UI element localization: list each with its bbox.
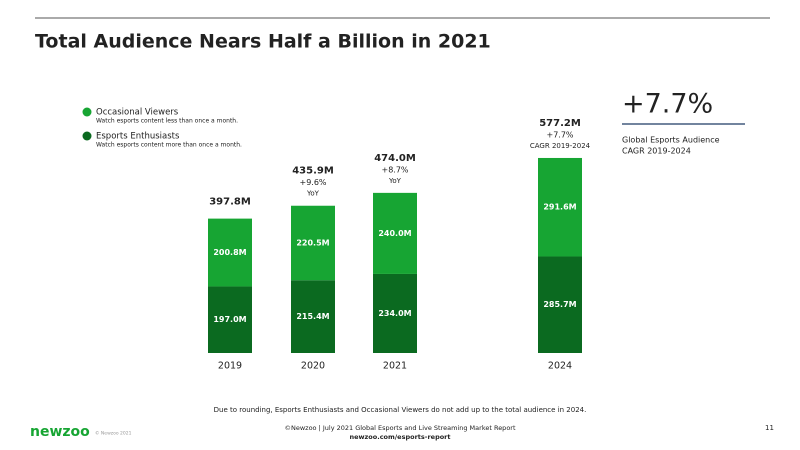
- total-label: 474.0M: [374, 153, 416, 164]
- growth-label: +8.7%: [381, 165, 408, 174]
- bar-segment: [208, 286, 252, 353]
- legend-swatch: [82, 131, 92, 141]
- segment-label: 200.8M: [213, 248, 246, 257]
- growth-label: +9.6%: [299, 178, 326, 187]
- segment-label: 285.7M: [543, 300, 576, 309]
- legend-description: Watch esports content less than once a m…: [96, 118, 238, 125]
- bar-segment: [538, 157, 582, 257]
- x-tick-label: 2020: [301, 361, 325, 372]
- legend-label: Occasional Viewers: [96, 108, 179, 118]
- footnote: Due to rounding, Esports Enthusiasts and…: [214, 406, 587, 414]
- segment-label: 197.0M: [213, 315, 246, 324]
- segment-label: 234.0M: [378, 309, 411, 318]
- chart-title: Total Audience Nears Half a Billion in 2…: [35, 31, 491, 53]
- bar-segment: [291, 280, 335, 353]
- source: ©Newzoo | July 2021 Global Esports and L…: [284, 424, 515, 432]
- growth-note: YoY: [388, 177, 402, 185]
- growth-note: YoY: [306, 190, 320, 198]
- bar-segment: [208, 218, 252, 287]
- bar-segment: [291, 205, 335, 281]
- legend-swatch: [82, 107, 92, 117]
- total-label: 577.2M: [539, 118, 581, 129]
- x-tick-label: 2021: [383, 361, 407, 372]
- callout-line: CAGR 2019-2024: [622, 147, 691, 156]
- callout-value: +7.7%: [622, 89, 713, 120]
- segment-label: 240.0M: [378, 229, 411, 238]
- source-url: newzoo.com/esports-report: [349, 433, 450, 441]
- logo: newzoo: [30, 424, 90, 440]
- copyright: © Newzoo 2021: [95, 430, 132, 437]
- callout-line: Global Esports Audience: [622, 136, 720, 145]
- bar-segment: [373, 192, 417, 274]
- x-tick-label: 2024: [548, 361, 572, 372]
- segment-label: 291.6M: [543, 203, 576, 212]
- x-tick-label: 2019: [218, 361, 242, 372]
- total-label: 397.8M: [209, 197, 251, 208]
- growth-note: CAGR 2019-2024: [530, 142, 591, 150]
- bar-segment: [538, 256, 582, 353]
- segment-label: 220.5M: [296, 238, 329, 247]
- bar-segment: [373, 273, 417, 353]
- segment-label: 215.4M: [296, 312, 329, 321]
- page-number: 11: [765, 424, 774, 432]
- legend-label: Esports Enthusiasts: [96, 132, 180, 142]
- legend-description: Watch esports content more than once a m…: [96, 142, 242, 149]
- growth-label: +7.7%: [546, 131, 573, 140]
- total-label: 435.9M: [292, 166, 334, 177]
